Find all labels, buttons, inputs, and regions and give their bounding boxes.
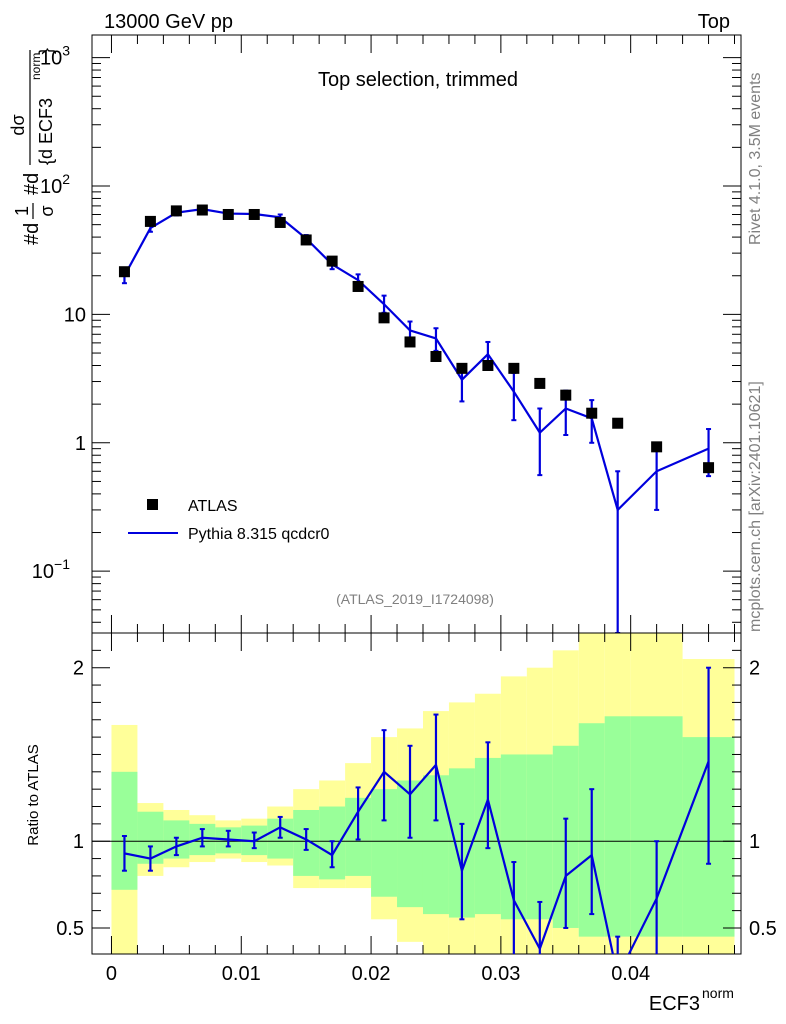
ratio-xtick-label: 0.02 [352,963,391,985]
atlas-marker [508,362,520,374]
main-ytick-label: 103 [40,43,70,70]
ratio-band-green [604,716,631,937]
atlas-marker [144,215,156,227]
ratio-ytick-label-left: 1 [73,831,84,853]
ratio-y-label: Ratio to ATLAS [25,744,42,845]
main-data [118,204,715,634]
atlas-marker [534,377,546,389]
ylabel-part-a: #d [21,223,43,245]
mc-line [123,208,709,513]
atlas-marker [560,389,572,401]
main-axis-ticks: 10−1 1 10 102 103 [32,35,741,633]
ratio-xtick-label: 0 [106,963,117,985]
mcplots-label: mcplots.cern.ch [arXiv:2401.10621] [747,381,764,632]
main-y-label: #d 1 σ #d dσ {d ECF3 norm } [8,48,57,245]
ratio-xtick-label: 0.01 [222,963,261,985]
ylabel-frac1-num: 1 [12,206,32,216]
atlas-marker [612,417,624,429]
atlas-marker [196,204,208,216]
ratio-bands [111,633,735,954]
ratio-band-green [111,771,138,890]
ylabel-part-b: #d [21,173,43,195]
main-title: Top selection, trimmed [318,69,518,91]
ylabel-frac2-num: dσ [8,114,28,135]
atlas-marker [378,312,390,324]
ratio-ytick-label-left: 0.5 [56,918,84,940]
ratio-line [124,761,710,954]
ylabel-sup: norm [29,53,43,80]
atlas-marker [404,336,416,348]
ratio-band-green [526,754,553,920]
atlas-marker [326,255,338,267]
atlas-marker [430,350,442,362]
ratio-ytick-label-right: 2 [749,658,760,680]
main-panel: Top selection, trimmed (ATLAS_2019_I1724… [8,34,742,634]
atlas-marker [482,359,494,371]
header-right: Top [698,11,730,33]
ylabel-frac2-den: {d ECF3 [36,98,56,165]
atlas-marker [274,216,286,228]
analysis-label: (ATLAS_2019_I1724098) [336,591,494,607]
ratio-axis-ticks: 0.5 0.5 1 1 2 2 0 0.01 0.02 0.03 0.04 [56,633,777,985]
x-axis-label-sup: norm [702,985,734,1001]
ratio-data [121,666,712,954]
ratio-ytick-label-right: 0.5 [749,918,777,940]
x-axis-label: ECF3 [649,993,700,1015]
ylabel-close: } [36,48,56,54]
main-ytick-label: 1 [75,433,86,455]
main-ytick-label: 10 [64,304,86,326]
ratio-xtick-label: 0.04 [611,963,650,985]
atlas-marker [222,208,234,220]
ratio-frame [91,632,742,955]
atlas-marker [300,234,312,246]
atlas-marker [170,205,182,217]
ratio-ytick-label-left: 2 [73,658,84,680]
atlas-marker [456,362,468,374]
legend-marker-atlas [147,499,158,510]
atlas-marker [248,208,260,220]
atlas-marker [118,266,130,278]
header-left: 13000 GeV pp [104,11,233,33]
main-ytick-label: 102 [40,171,70,198]
main-ytick-label: 10−1 [32,556,70,583]
atlas-marker [651,441,663,453]
legend-label-atlas: ATLAS [188,498,238,515]
atlas-marker [703,462,715,474]
ylabel-frac1-den: σ [37,205,57,216]
rivet-label: Rivet 4.1.0, 3.5M events [747,72,764,245]
main-frame [91,34,742,634]
atlas-marker [586,407,598,419]
ratio-ytick-label-right: 1 [749,831,760,853]
ratio-xtick-label: 0.03 [481,963,520,985]
legend: ATLAS Pythia 8.315 qcdcr0 [128,498,330,543]
ratio-panel: 0.5 0.5 1 1 2 2 0 0.01 0.02 0.03 0.04 Ratio to ATL… [25,632,777,1015]
atlas-marker [352,280,364,292]
legend-label-pythia: Pythia 8.315 qcdcr0 [188,526,330,543]
